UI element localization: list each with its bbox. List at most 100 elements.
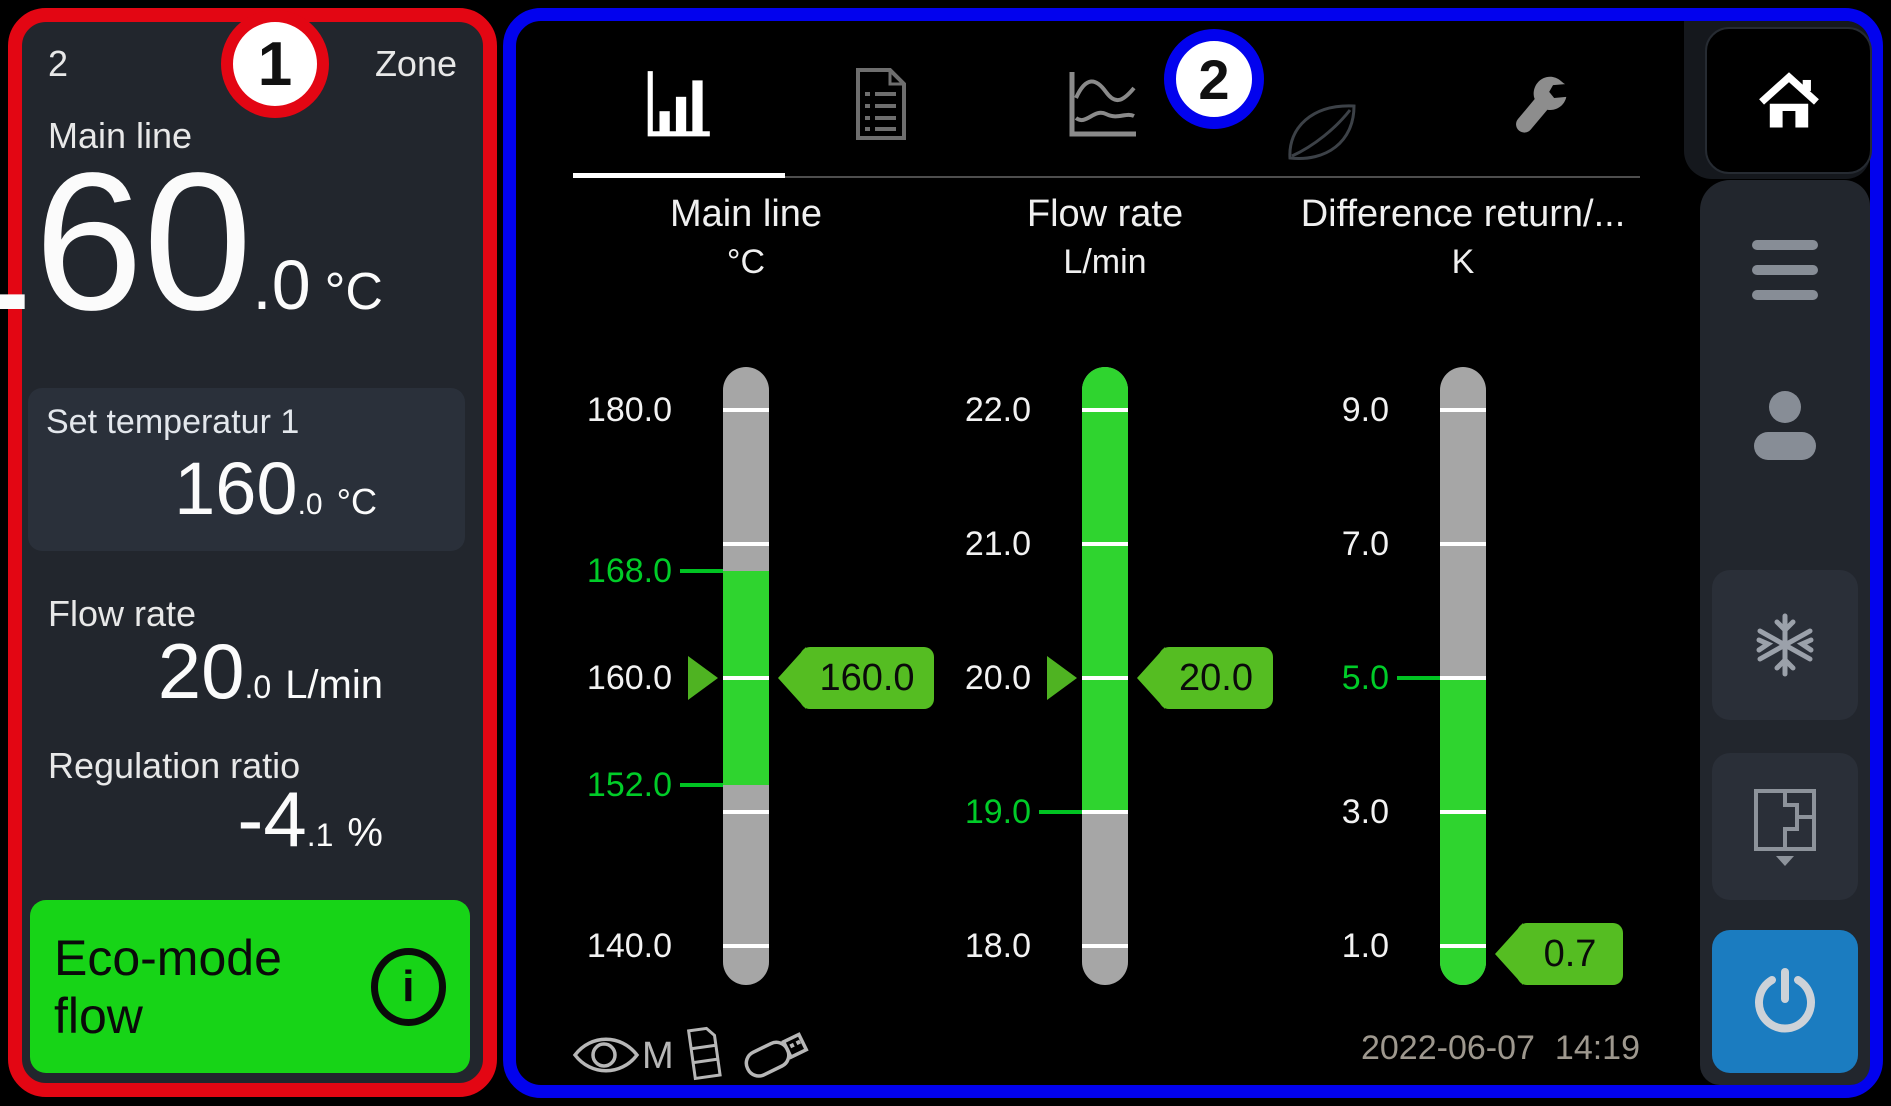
gauge-flow-rate: Flow rate L/min 22.0 21.0 20.0 19.0 18.0… xyxy=(881,21,1301,1031)
bar-tick xyxy=(1440,408,1486,412)
bar-tick xyxy=(723,944,769,948)
info-icon[interactable]: i xyxy=(370,947,446,1026)
gauge-bar xyxy=(1440,367,1486,985)
bar-tick xyxy=(1082,676,1128,680)
active-tab-underline xyxy=(573,173,785,178)
scale-label-limit-low: 152.0 xyxy=(586,766,672,804)
regulation-ratio-label: Regulation ratio xyxy=(48,745,301,786)
set-temperature-value: 160 .0 °C xyxy=(174,446,377,531)
eco-mode-flow-label: Eco-mode flow xyxy=(54,929,282,1044)
gauge-unit: L/min xyxy=(1063,243,1147,281)
value-tag: 20.0 xyxy=(1137,647,1273,709)
bar-tick xyxy=(1440,944,1486,948)
main-line-value-int: 160 xyxy=(0,132,253,351)
set-temperature-unit: °C xyxy=(336,481,377,522)
user-icon xyxy=(1754,391,1816,460)
bar-tick xyxy=(1440,542,1486,546)
annotation-badge-1: 1 xyxy=(221,10,329,118)
scale-label: 21.0 xyxy=(964,525,1031,563)
wrench-icon xyxy=(1516,76,1567,133)
menu-icon xyxy=(1752,290,1818,300)
usb-icon xyxy=(738,1021,820,1090)
flow-rate-unit: L/min xyxy=(285,663,383,707)
bar-tick xyxy=(1082,542,1128,546)
zone-panel: 2 Zone Main line 160 .0 °C Set temperatu… xyxy=(0,8,497,1097)
bar-tick xyxy=(723,542,769,546)
tab-bar-graph[interactable] xyxy=(634,59,724,149)
tab-report[interactable] xyxy=(835,59,925,149)
annotation-badge-2: 2 xyxy=(1164,29,1264,129)
mold-select-button[interactable] xyxy=(1712,753,1858,900)
gauge-title: Main line xyxy=(669,193,823,235)
bar-tick xyxy=(1082,810,1128,814)
flow-rate-value-dec: .0 xyxy=(244,669,272,705)
scale-label: 18.0 xyxy=(964,927,1031,965)
leaf-icon xyxy=(1288,104,1356,160)
gauge-bar xyxy=(1082,367,1128,985)
status-datetime: 2022-06-07 14:19 xyxy=(1361,1029,1640,1068)
gauge-green-band xyxy=(1440,678,1486,985)
gauge-bar xyxy=(723,367,769,985)
scale-label: 1.0 xyxy=(1341,927,1389,965)
bar-tick xyxy=(723,408,769,412)
flow-rate-value-int: 20 xyxy=(157,627,245,715)
value-tag-label: 20.0 xyxy=(1159,647,1273,709)
trend-icon xyxy=(1069,72,1136,137)
menu-icon xyxy=(1752,240,1818,250)
cooling-button[interactable] xyxy=(1712,570,1858,720)
main-line-unit: °C xyxy=(324,263,383,321)
monitor-panel: Main line °C 180.0 168.0 160.0 152.0 140… xyxy=(503,8,1883,1098)
setpoint-arrow-icon xyxy=(1047,656,1077,700)
bar-tick xyxy=(1440,810,1486,814)
scale-label: 7.0 xyxy=(1341,525,1389,563)
scale-label-limit-low: 19.0 xyxy=(964,793,1031,831)
main-line-value-dec: .0 xyxy=(252,246,311,324)
bar-tick xyxy=(1440,676,1486,680)
scale-label: 180.0 xyxy=(586,391,672,429)
bar-tick xyxy=(1082,944,1128,948)
value-tag: 160.0 xyxy=(778,647,934,709)
gauge-unit: °C xyxy=(726,243,766,281)
menu-icon xyxy=(1752,265,1818,275)
regulation-ratio-unit: % xyxy=(347,811,383,855)
main-line-value: 160 .0 °C xyxy=(0,144,383,340)
regulation-ratio-value-dec: .1 xyxy=(306,817,334,853)
bar-chart-icon xyxy=(647,71,710,137)
tab-trend[interactable] xyxy=(1058,59,1148,149)
gauge-green-band xyxy=(1082,367,1128,812)
limit-low-marker xyxy=(680,783,724,787)
status-time: 14:19 xyxy=(1554,1029,1640,1067)
set-temperature-value-int: 160 xyxy=(174,447,298,530)
sidebar xyxy=(1700,180,1870,1085)
setpoint-arrow-icon xyxy=(688,656,718,700)
set-temperature-field[interactable]: Set temperatur 1 160 .0 °C xyxy=(28,388,465,551)
gauge-title: Flow rate xyxy=(1026,193,1184,235)
scale-label-limit-high: 168.0 xyxy=(586,552,672,590)
scale-label: 20.0 xyxy=(964,659,1031,697)
flow-rate-value: 20 .0 L/min xyxy=(158,626,383,717)
set-temperature-value-dec: .0 xyxy=(297,488,323,521)
power-button[interactable] xyxy=(1712,930,1858,1073)
tab-settings[interactable] xyxy=(1493,63,1583,153)
bar-tick xyxy=(1082,408,1128,412)
mode-letter: M xyxy=(642,1035,674,1077)
eco-mode-flow-button[interactable]: Eco-mode flow i xyxy=(30,900,470,1073)
scale-label: 140.0 xyxy=(586,927,672,965)
mold-icon xyxy=(1754,788,1816,866)
scale-label: 9.0 xyxy=(1341,391,1389,429)
eye-icon xyxy=(571,1031,641,1084)
chevron-down-icon xyxy=(1776,855,1794,866)
regulation-ratio-value: -4 .1 % xyxy=(237,774,383,865)
scale-label: 160.0 xyxy=(586,659,672,697)
home-button[interactable] xyxy=(1705,27,1872,174)
tab-bar-divider xyxy=(785,176,1640,178)
limit-high-marker xyxy=(1397,676,1441,680)
value-tag-label: 0.7 xyxy=(1517,923,1623,985)
tab-eco[interactable] xyxy=(1276,87,1366,177)
gauge-title: Difference return/... xyxy=(1300,193,1626,235)
user-button[interactable] xyxy=(1747,386,1823,475)
gauge-difference-return: Difference return/... K 9.0 7.0 5.0 3.0 … xyxy=(1239,21,1659,1031)
set-temperature-label: Set temperatur 1 xyxy=(46,403,300,441)
gauge-unit: K xyxy=(1451,243,1475,281)
limit-low-marker xyxy=(1039,810,1083,814)
